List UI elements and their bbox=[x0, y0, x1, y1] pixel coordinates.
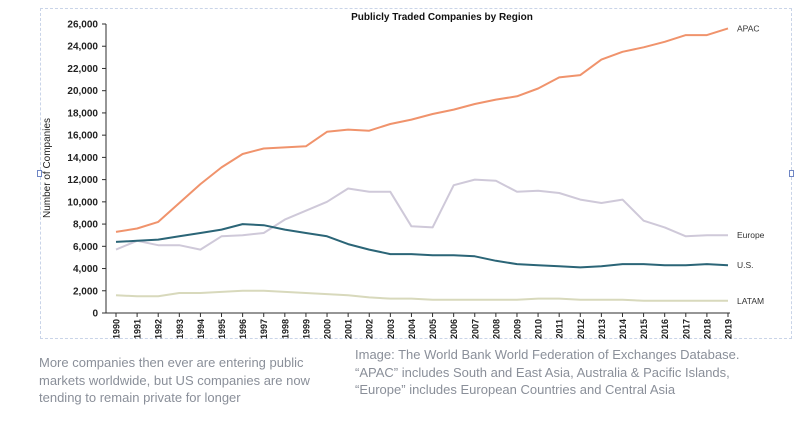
x-tick-label: 1996 bbox=[238, 319, 248, 339]
x-tick-label: 2004 bbox=[407, 319, 417, 339]
y-tick-label: 18,000 bbox=[67, 108, 98, 119]
axes bbox=[105, 24, 730, 314]
x-tick-label: 1993 bbox=[175, 319, 185, 339]
series-line-europe bbox=[115, 178, 728, 251]
y-tick-label: 4,000 bbox=[73, 264, 98, 275]
x-tick-label: 2011 bbox=[555, 319, 565, 339]
x-tick-label: 2010 bbox=[534, 319, 544, 339]
caption-right: Image: The World Bank World Federation o… bbox=[355, 347, 740, 397]
series-label: LATAM bbox=[737, 296, 764, 306]
x-tick-label: 2012 bbox=[576, 319, 586, 339]
series-line-us bbox=[115, 223, 729, 269]
x-tick-label: 2013 bbox=[597, 319, 607, 339]
y-tick-label: 12,000 bbox=[67, 175, 98, 186]
x-tick-label: 2015 bbox=[639, 319, 649, 339]
y-tick-label: 2,000 bbox=[73, 286, 98, 297]
series-label: U.S. bbox=[737, 260, 754, 270]
x-tick-label: 2001 bbox=[344, 319, 354, 339]
x-tick-label: 2006 bbox=[449, 319, 459, 339]
x-tick-label: 1998 bbox=[280, 319, 290, 339]
y-tick-label: 26,000 bbox=[67, 20, 98, 31]
y-axis-label: Number of Companies bbox=[42, 118, 53, 218]
series-labels: APAC Europe U.S. LATAM bbox=[737, 23, 765, 305]
x-tick-label: 1995 bbox=[217, 319, 227, 339]
x-tick-label: 1992 bbox=[154, 319, 164, 339]
y-tick-label: 16,000 bbox=[67, 131, 98, 142]
x-tick-label: 2017 bbox=[681, 319, 691, 339]
x-tick-label: 2007 bbox=[470, 319, 480, 339]
y-tick-label: 20,000 bbox=[67, 86, 98, 97]
line-chart: Publicly Traded Companies by Region Numb… bbox=[42, 12, 765, 340]
x-tick-label: 2016 bbox=[660, 319, 670, 339]
x-tick-label: 1991 bbox=[133, 319, 143, 339]
y-tick-label: 24,000 bbox=[67, 42, 98, 53]
x-tick-label: 2002 bbox=[365, 319, 375, 339]
series-label: APAC bbox=[737, 23, 760, 33]
x-tick-label: 2000 bbox=[323, 319, 333, 339]
series-line-apac bbox=[115, 27, 729, 233]
frame-handle-left[interactable] bbox=[37, 170, 42, 177]
x-tick-label: 1990 bbox=[112, 319, 122, 339]
ticks: 0 2,000 4,000 6,000 8,000 10,000 12,000 14,000 1… bbox=[67, 20, 733, 340]
caption-left: More companies then ever are entering pu… bbox=[39, 355, 310, 405]
x-tick-label: 1994 bbox=[196, 319, 206, 339]
y-tick-label: 14,000 bbox=[67, 153, 98, 164]
x-tick-label: 2019 bbox=[724, 319, 734, 339]
series-label: Europe bbox=[737, 230, 765, 240]
series-lines bbox=[115, 27, 729, 302]
series-line-latam bbox=[115, 289, 728, 302]
y-tick-label: 10,000 bbox=[67, 197, 98, 208]
y-tick-label: 0 bbox=[92, 309, 98, 320]
y-tick-label: 22,000 bbox=[67, 64, 98, 75]
y-tick-label: 6,000 bbox=[73, 242, 98, 253]
x-tick-label: 2014 bbox=[618, 319, 628, 339]
x-tick-label: 1997 bbox=[259, 319, 269, 339]
frame-handle-right[interactable] bbox=[789, 170, 794, 177]
x-tick-label: 2008 bbox=[491, 319, 501, 339]
x-tick-label: 2018 bbox=[702, 319, 712, 339]
chart-title: Publicly Traded Companies by Region bbox=[351, 12, 533, 23]
x-tick-label: 2005 bbox=[428, 319, 438, 339]
y-tick-label: 8,000 bbox=[73, 220, 98, 231]
x-tick-label: 2009 bbox=[512, 319, 522, 339]
x-tick-label: 2003 bbox=[386, 319, 396, 339]
x-tick-label: 1999 bbox=[301, 319, 311, 339]
